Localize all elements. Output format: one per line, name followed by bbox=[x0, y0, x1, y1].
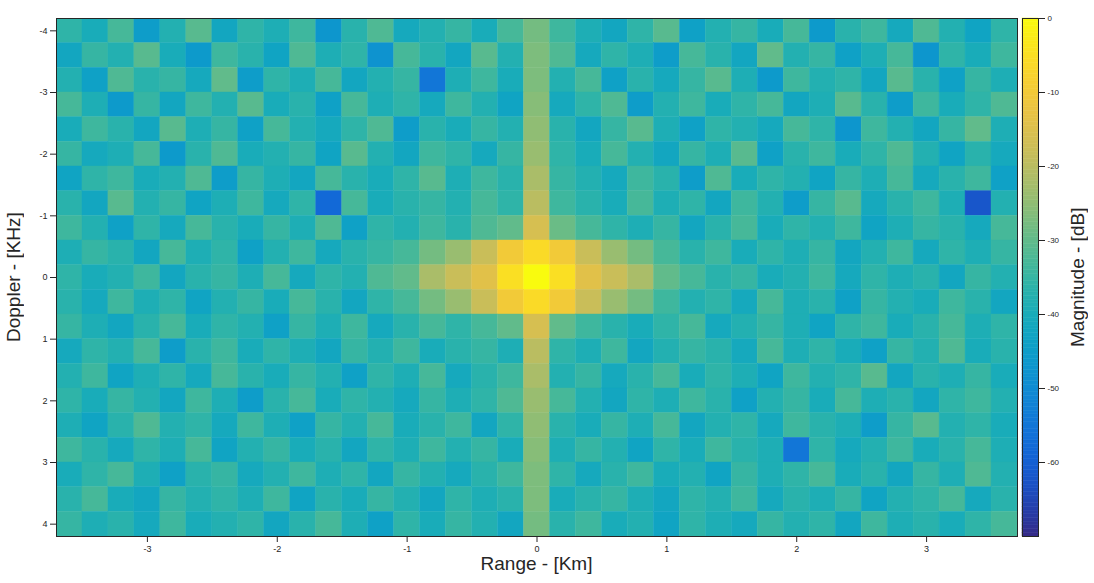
svg-text:3: 3 bbox=[924, 544, 929, 554]
svg-text:-2: -2 bbox=[273, 544, 281, 554]
svg-text:-10: -10 bbox=[1048, 88, 1060, 97]
svg-text:0: 0 bbox=[42, 272, 47, 282]
svg-text:-3: -3 bbox=[143, 544, 151, 554]
svg-text:3: 3 bbox=[42, 457, 47, 467]
svg-text:-3: -3 bbox=[39, 87, 47, 97]
svg-text:-30: -30 bbox=[1048, 236, 1060, 245]
svg-text:-1: -1 bbox=[39, 211, 47, 221]
svg-text:-1: -1 bbox=[403, 544, 411, 554]
svg-text:-4: -4 bbox=[39, 26, 47, 36]
svg-text:4: 4 bbox=[42, 519, 47, 529]
svg-text:-20: -20 bbox=[1048, 162, 1060, 171]
svg-text:0: 0 bbox=[534, 544, 539, 554]
svg-text:2: 2 bbox=[42, 396, 47, 406]
svg-text:1: 1 bbox=[42, 334, 47, 344]
svg-text:-2: -2 bbox=[39, 149, 47, 159]
svg-text:-60: -60 bbox=[1048, 458, 1060, 467]
html-text:Range - [Km]: Range - [Km] bbox=[480, 553, 593, 574]
html-text:Magnitude - [dB]: Magnitude - [dB] bbox=[1067, 207, 1088, 347]
svg-text:-50: -50 bbox=[1048, 384, 1060, 393]
svg-text:1: 1 bbox=[664, 544, 669, 554]
svg-text:0: 0 bbox=[1048, 14, 1053, 23]
svg-text:2: 2 bbox=[794, 544, 799, 554]
html-text:Doppler - [KHz]: Doppler - [KHz] bbox=[3, 212, 24, 342]
svg-text:-40: -40 bbox=[1048, 310, 1060, 319]
